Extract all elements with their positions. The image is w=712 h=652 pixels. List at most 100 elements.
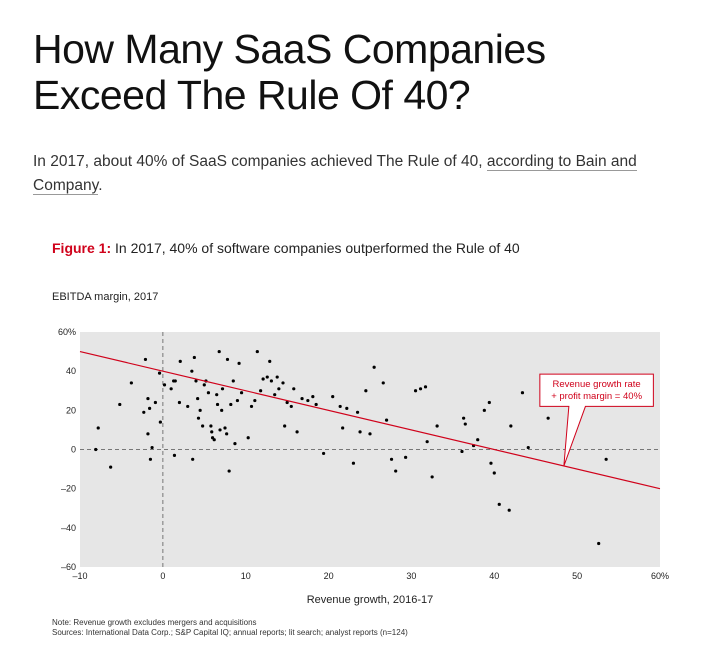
data-point xyxy=(314,402,318,407)
data-point xyxy=(157,371,162,375)
x-tick-label: 20 xyxy=(324,571,334,581)
data-point xyxy=(259,389,263,393)
data-point xyxy=(186,404,190,409)
bain-link[interactable]: according to Bain and Company xyxy=(33,153,637,195)
data-point xyxy=(206,391,211,395)
data-point xyxy=(507,508,511,512)
data-point xyxy=(285,400,289,405)
figure-caption: Figure 1: In 2017, 40% of software compa… xyxy=(52,240,520,256)
figure-note: Note: Revenue growth excludes mergers an… xyxy=(52,618,257,627)
title-line-1: How Many SaaS Companies xyxy=(33,26,546,72)
data-point xyxy=(364,389,368,393)
data-point xyxy=(261,377,265,381)
data-point xyxy=(384,418,389,422)
y-tick-label: 60% xyxy=(58,327,76,337)
data-point xyxy=(604,457,608,461)
data-point xyxy=(520,391,525,395)
y-tick-label: 40 xyxy=(66,366,76,376)
callout-label-line-2: + profit margin = 40% xyxy=(551,391,642,402)
data-point xyxy=(311,395,315,399)
data-point xyxy=(306,398,310,403)
x-tick-label: 0 xyxy=(160,571,165,581)
data-point xyxy=(283,424,287,428)
data-point xyxy=(148,457,153,461)
data-point xyxy=(146,396,150,401)
data-point xyxy=(233,442,237,446)
data-point xyxy=(358,430,362,434)
data-point xyxy=(129,381,133,385)
data-point xyxy=(482,408,486,412)
data-point xyxy=(268,359,272,363)
data-point xyxy=(255,349,259,354)
data-point xyxy=(172,453,177,457)
data-point xyxy=(289,404,293,409)
x-tick-label: 50 xyxy=(572,571,582,581)
data-point xyxy=(423,385,428,389)
data-point xyxy=(526,445,530,450)
data-point xyxy=(217,349,221,354)
data-point xyxy=(413,389,418,393)
data-point xyxy=(273,393,277,397)
data-point xyxy=(94,447,98,452)
callout-label-line-1: Revenue growth rate xyxy=(553,379,641,390)
data-point xyxy=(292,387,296,391)
intro-paragraph: In 2017, about 40% of SaaS companies ach… xyxy=(33,150,693,198)
data-point xyxy=(209,424,213,428)
data-point xyxy=(142,410,146,414)
figure-notes: Note: Revenue growth excludes mergers an… xyxy=(52,618,408,638)
data-point xyxy=(210,430,214,434)
data-point xyxy=(223,426,227,430)
data-point xyxy=(215,402,220,407)
data-point xyxy=(162,383,167,387)
data-point xyxy=(269,379,273,383)
data-point xyxy=(355,410,360,414)
data-point xyxy=(372,365,376,369)
intro-text: In 2017, about 40% of SaaS companies ach… xyxy=(33,153,483,170)
intro-end: . xyxy=(98,177,103,194)
data-point xyxy=(237,361,241,365)
data-point xyxy=(229,402,233,407)
x-tick-label: 30 xyxy=(406,571,416,581)
data-point xyxy=(462,416,466,420)
figure-sources: Sources: International Data Corp.; S&P C… xyxy=(52,628,408,637)
data-point xyxy=(597,541,601,546)
data-point xyxy=(497,502,501,506)
y-tick-label: –60 xyxy=(61,562,76,572)
data-point xyxy=(281,381,285,385)
data-point xyxy=(389,457,394,461)
data-point xyxy=(546,416,550,420)
data-point xyxy=(322,451,326,456)
data-point xyxy=(509,424,513,428)
data-point xyxy=(239,391,244,395)
data-point xyxy=(192,355,196,360)
data-point xyxy=(220,387,225,391)
data-point xyxy=(146,432,150,436)
data-point xyxy=(196,396,200,401)
data-point xyxy=(331,395,335,399)
data-point xyxy=(265,375,269,379)
data-point xyxy=(173,379,177,383)
data-point xyxy=(460,449,464,454)
page-title: How Many SaaS Companies Exceed The Rule … xyxy=(33,26,693,118)
scatter-chart: 60% 40 20 0 –20 –40 –60–10 0 10 20 30 40 50 60% Revenu… xyxy=(58,327,669,606)
data-point xyxy=(218,428,222,432)
data-point xyxy=(338,404,342,409)
data-point xyxy=(341,426,345,430)
data-point xyxy=(435,424,439,428)
data-point xyxy=(198,408,202,412)
data-point xyxy=(368,432,372,436)
data-points xyxy=(94,349,608,546)
y-tick-label: 0 xyxy=(71,445,76,455)
data-point xyxy=(246,436,250,440)
data-point xyxy=(345,406,349,410)
data-point xyxy=(169,387,173,391)
y-tick-label: –20 xyxy=(61,484,76,494)
data-point xyxy=(430,475,434,479)
data-point xyxy=(225,432,229,436)
data-point xyxy=(109,465,113,469)
data-point xyxy=(231,379,235,383)
data-point xyxy=(143,357,148,362)
data-point xyxy=(277,387,281,391)
y-tick-label: 20 xyxy=(66,405,76,415)
figure-label: Figure 1: xyxy=(52,240,112,256)
